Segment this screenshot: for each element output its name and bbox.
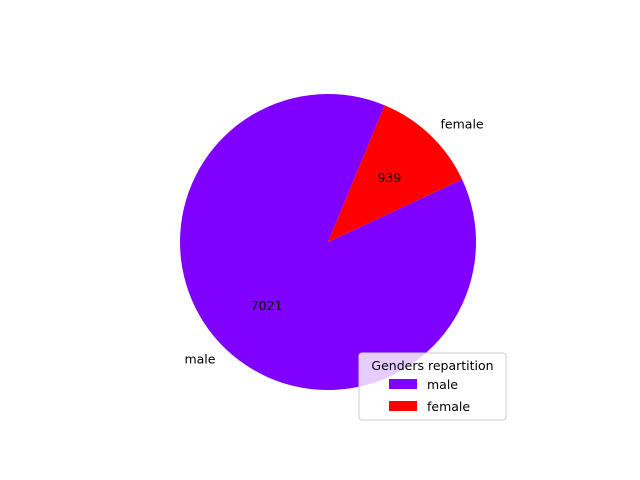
pie-slice-male [180, 94, 477, 391]
pie-slice-female [328, 105, 463, 243]
category-label-female: female [441, 116, 484, 131]
legend-swatch-male [389, 379, 417, 389]
value-label-female: 939 [377, 170, 401, 185]
legend-title: Genders repartition [371, 358, 493, 373]
legend-swatch-female [389, 401, 417, 411]
pie-slices [180, 94, 477, 391]
pie-labels: 7021 male 939 female [184, 116, 483, 366]
category-label-male: male [184, 352, 215, 367]
legend-label-male: male [427, 377, 458, 392]
legend-label-female: female [427, 399, 470, 414]
value-label-male: 7021 [251, 298, 283, 313]
legend: Genders repartition male female [358, 352, 507, 421]
